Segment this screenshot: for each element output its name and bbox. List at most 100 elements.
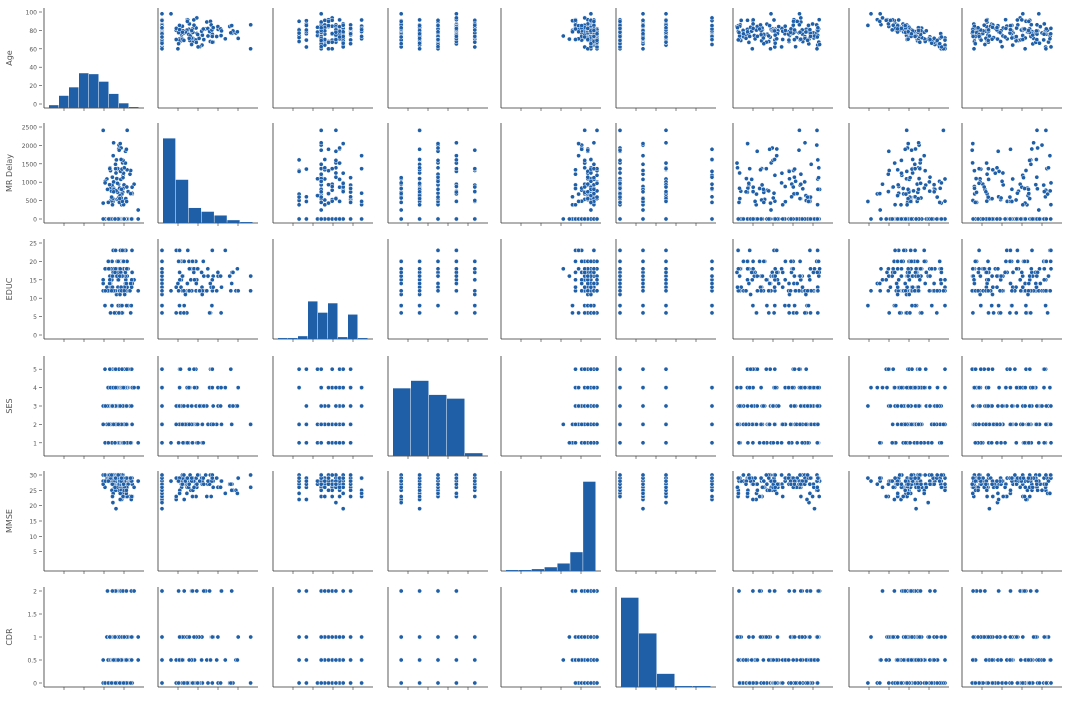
scatter-point <box>318 207 324 213</box>
hist-bar <box>278 338 288 339</box>
scatter-point <box>792 273 797 279</box>
scatter-point <box>109 303 115 308</box>
scatter-point <box>766 216 772 222</box>
panel-ses-mmse <box>500 356 601 459</box>
scatter-point <box>617 185 623 191</box>
scatter-point <box>640 153 646 159</box>
scatter-point <box>359 34 364 39</box>
scatter-point <box>1036 11 1042 17</box>
scatter-point <box>570 29 575 35</box>
scatter-point <box>573 167 578 173</box>
scatter-point <box>984 171 990 177</box>
scatter-point <box>318 140 324 146</box>
scatter-point <box>976 166 982 172</box>
scatter-point <box>229 422 235 427</box>
scatter-point <box>782 303 788 308</box>
scatter-point <box>994 284 1000 290</box>
scatter-point <box>417 46 422 52</box>
scatter-point <box>772 422 777 427</box>
scatter-point <box>617 26 623 31</box>
scatter-point <box>585 147 591 153</box>
scatter-point <box>877 288 883 294</box>
scatter-point <box>472 39 478 45</box>
scatter-point <box>1013 34 1019 39</box>
scatter-point <box>472 184 478 190</box>
scatter-point <box>573 259 578 264</box>
scatter-point <box>576 153 581 159</box>
scatter-point <box>927 273 933 279</box>
scatter-point <box>937 185 943 191</box>
row-label-age: Age <box>5 50 14 66</box>
scatter-point <box>296 18 302 24</box>
scatter-point <box>195 44 201 50</box>
scatter-point <box>129 403 134 409</box>
scatter-point <box>454 248 459 253</box>
scatter-point <box>588 157 594 162</box>
scatter-point <box>435 216 441 222</box>
scatter-point <box>472 189 478 194</box>
scatter-point <box>794 281 800 286</box>
scatter-point <box>909 422 914 427</box>
scatter-point <box>304 403 309 409</box>
scatter-point <box>326 385 331 390</box>
scatter-point <box>1041 21 1047 27</box>
scatter-point <box>585 174 591 180</box>
scatter-point <box>890 22 896 28</box>
scatter-point <box>663 248 669 253</box>
scatter-point <box>807 385 813 390</box>
hist-bar <box>227 220 240 223</box>
scatter-point <box>767 23 772 28</box>
scatter-point <box>640 141 646 146</box>
scatter-point <box>195 440 201 446</box>
scatter-point <box>222 36 228 42</box>
ytick-label: 5 <box>33 314 37 321</box>
scatter-point <box>201 37 207 42</box>
scatter-point <box>758 22 763 28</box>
hist-bar <box>109 93 119 108</box>
scatter-point <box>1009 303 1015 308</box>
scatter-point <box>398 303 404 308</box>
scatter-point <box>798 36 804 42</box>
scatter-point <box>905 196 911 202</box>
scatter-point <box>995 148 1001 154</box>
scatter-point <box>761 186 766 192</box>
scatter-point <box>337 160 342 166</box>
scatter-point <box>326 191 331 196</box>
scatter-point <box>797 273 803 279</box>
scatter-point <box>766 33 772 39</box>
scatter-point <box>113 366 119 372</box>
scatter-point <box>472 303 478 308</box>
scatter-point <box>472 277 478 283</box>
scatter-point <box>1007 194 1013 200</box>
scatter-point <box>986 166 991 172</box>
panel-age-nwbv <box>848 8 949 111</box>
scatter-point <box>779 266 784 272</box>
scatter-point <box>454 259 459 264</box>
scatter-point <box>805 288 810 294</box>
scatter-point <box>969 147 975 153</box>
scatter-point <box>709 186 715 191</box>
scatter-point <box>929 303 935 308</box>
ytick-label: 20 <box>29 259 37 266</box>
scatter-point <box>745 141 750 146</box>
scatter-point <box>1020 11 1026 17</box>
scatter-point <box>927 37 933 42</box>
scatter-point <box>806 303 811 308</box>
scatter-point <box>591 34 597 39</box>
scatter-point <box>579 146 585 152</box>
scatter-point <box>772 366 778 372</box>
scatter-point <box>218 273 223 279</box>
scatter-point <box>201 403 207 409</box>
scatter-point <box>996 303 1001 308</box>
panel-educ-age <box>43 239 144 342</box>
scatter-point <box>318 366 324 372</box>
scatter-point <box>417 303 422 308</box>
scatter-point <box>135 216 141 222</box>
scatter-point <box>181 259 187 264</box>
scatter-point <box>209 366 215 372</box>
scatter-point <box>927 385 933 390</box>
panel-ses-cdr <box>615 356 716 459</box>
scatter-point <box>774 248 780 253</box>
scatter-point <box>112 310 117 316</box>
scatter-point <box>617 385 623 390</box>
